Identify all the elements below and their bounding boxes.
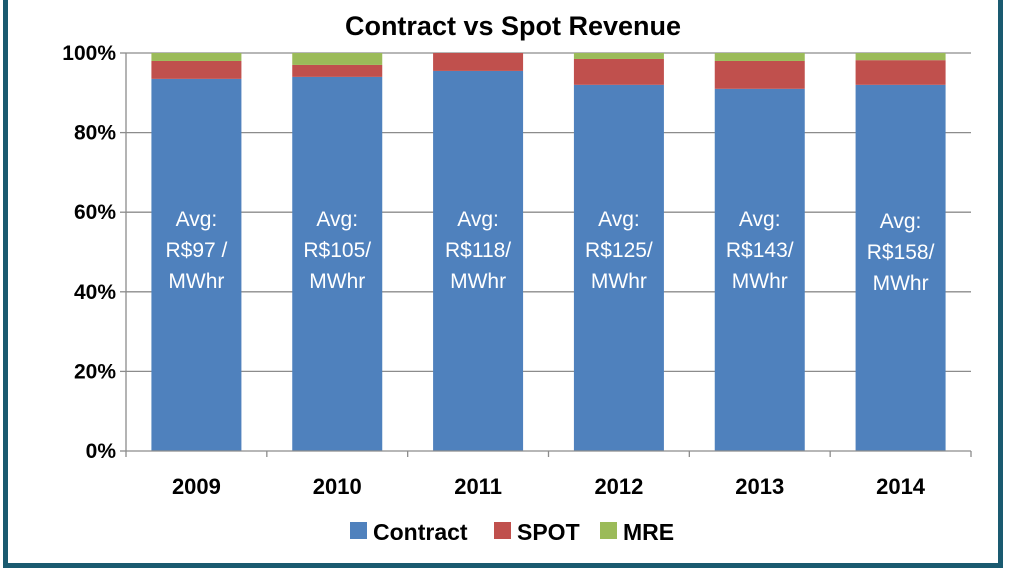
x-tick-label: 2012 [594, 474, 643, 499]
gridlines [126, 52, 971, 373]
bar-annotation-line: R$125/ [585, 239, 653, 262]
bar-annotation-line: R$143/ [726, 239, 794, 262]
bar-annotation-line: Avg: [316, 208, 358, 231]
x-tick-label: 2014 [876, 474, 926, 499]
legend-swatch-contract [350, 522, 367, 539]
bar-mre-2012 [573, 53, 664, 59]
legend: Contract SPOT MRE [350, 519, 674, 545]
bar-contract-2009 [151, 78, 242, 452]
legend-label-contract: Contract [373, 519, 468, 545]
bar-contract-2014 [855, 84, 946, 451]
y-tick-label: 40% [74, 281, 116, 304]
legend-swatch-spot [494, 522, 511, 539]
axes: 0% 20% 40% 60% 80% 100% 2009 2010 2011 2012 2013 20… [62, 42, 972, 499]
bar-mre-2010 [292, 53, 383, 65]
bar-contract-2010 [292, 76, 383, 451]
x-tick-label: 2009 [172, 474, 221, 499]
bar-mre-2014 [855, 53, 946, 61]
bar-spot-2010 [292, 64, 383, 77]
y-tick-label: 100% [62, 42, 116, 65]
x-tick-label: 2010 [313, 474, 362, 499]
y-tick-label: 0% [86, 440, 117, 463]
bar-contract-2012 [573, 84, 664, 451]
bar-annotation-line: R$158/ [867, 241, 935, 264]
bar-spot-2011 [433, 53, 524, 71]
y-tick-label: 80% [74, 122, 116, 145]
bar-annotation-line: Avg: [598, 208, 640, 231]
bars [151, 53, 946, 452]
bar-annotation-line: Avg: [457, 208, 499, 231]
y-tick-label: 60% [74, 201, 116, 224]
bar-annotation-line: R$105/ [303, 239, 371, 262]
bar-spot-2009 [151, 60, 242, 79]
bar-contract-2013 [714, 88, 805, 451]
bar-annotation-line: MWhr [168, 270, 224, 293]
bar-annotation-line: Avg: [176, 208, 218, 231]
bar-spot-2012 [573, 58, 664, 85]
bar-spot-2013 [714, 60, 805, 89]
chart-title: Contract vs Spot Revenue [345, 11, 681, 41]
legend-label-spot: SPOT [517, 519, 580, 545]
bar-mre-2009 [151, 53, 242, 61]
bar-annotation-line: MWhr [732, 270, 788, 293]
y-tick-label: 20% [74, 360, 116, 383]
bar-annotation-line: Avg: [739, 208, 781, 231]
bar-spot-2014 [855, 60, 946, 85]
bar-annotation-line: MWhr [873, 272, 929, 295]
bar-annotation-line: R$97 / [165, 239, 227, 262]
bar-contract-2011 [433, 70, 524, 451]
x-tick-label: 2013 [735, 474, 784, 499]
legend-label-mre: MRE [623, 519, 674, 545]
bar-mre-2013 [714, 53, 805, 61]
bar-annotation-line: R$118/ [445, 239, 511, 262]
legend-swatch-mre [600, 522, 617, 539]
bar-annotation-line: MWhr [309, 270, 365, 293]
bar-annotation-line: Avg: [880, 210, 922, 233]
bar-annotation-line: MWhr [591, 270, 647, 293]
bar-annotation-line: MWhr [450, 270, 506, 293]
bar-annotations: Avg: R$97 / MWhr Avg: R$105/MWhr Avg: R$118/MW… [165, 208, 934, 295]
x-tick-label: 2011 [454, 474, 502, 499]
